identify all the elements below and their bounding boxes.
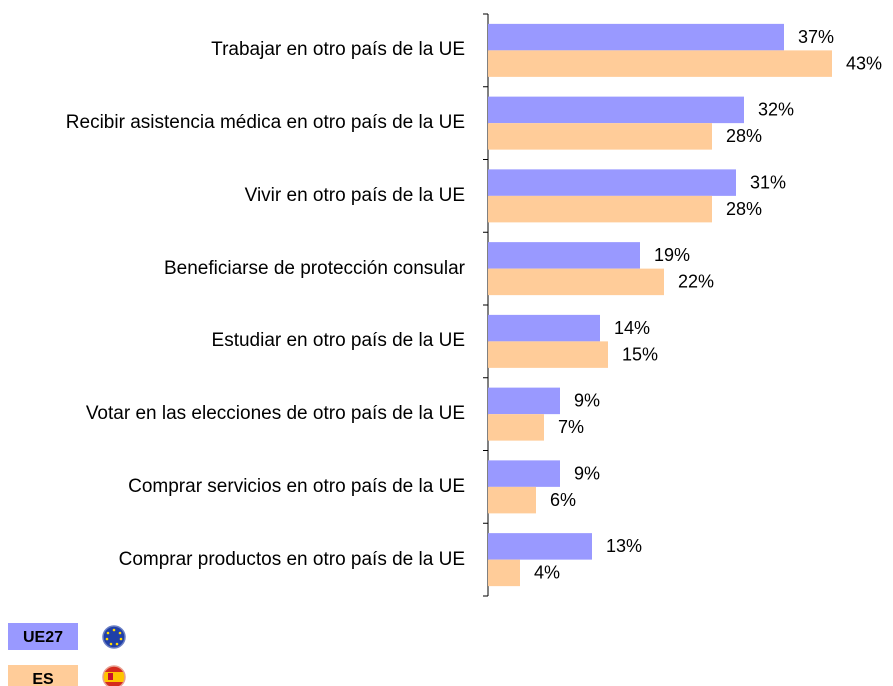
bar (488, 96, 744, 124)
value-label: 37% (798, 27, 834, 47)
bar (488, 314, 600, 342)
category-text: Vivir en otro país de la UE (244, 184, 465, 206)
bar (488, 268, 664, 296)
value-label: 6% (550, 490, 576, 510)
category-text: Comprar productos en otro país de la UE (118, 548, 465, 570)
category-text: Comprar servicios en otro país de la UE (128, 475, 465, 497)
value-label: 4% (534, 563, 560, 583)
value-label: 19% (654, 245, 690, 265)
bar (488, 559, 520, 587)
legend-label: ES (32, 671, 54, 686)
value-label: 28% (726, 199, 762, 219)
value-label: 13% (606, 536, 642, 556)
legend-es: ES (8, 665, 78, 686)
eu-flag-icon (102, 625, 126, 649)
bar (488, 460, 560, 487)
bar (488, 195, 712, 223)
category-label: Comprar productos en otro país de la UE (10, 547, 465, 573)
value-label: 15% (622, 344, 658, 364)
bar (488, 414, 544, 441)
bar (488, 533, 592, 560)
es-flag-icon (102, 665, 126, 686)
category-label: Vivir en otro país de la UE (10, 183, 465, 209)
bar (488, 486, 536, 514)
category-label: Votar en las elecciones de otro país de … (10, 401, 465, 427)
bar (488, 387, 560, 415)
category-text: Recibir asistencia médica en otro país d… (65, 112, 465, 134)
value-label: 14% (614, 318, 650, 338)
value-label: 28% (726, 126, 762, 146)
category-label: Trabajar en otro país de la UE (10, 37, 465, 63)
category-text: Votar en las elecciones de otro país de … (85, 403, 465, 425)
bar (488, 341, 608, 368)
value-label: 7% (558, 417, 584, 437)
value-label: 22% (678, 272, 714, 292)
category-text: Trabajar en otro país de la UE (211, 39, 465, 61)
category-text: Estudiar en otro país de la UE (211, 330, 465, 352)
legend-ue27: UE27 (8, 623, 78, 650)
category-label: Estudiar en otro país de la UE (10, 328, 465, 354)
bar (488, 242, 640, 269)
bar (488, 169, 736, 196)
bar (488, 50, 832, 77)
value-label: 9% (574, 391, 600, 411)
value-label: 32% (758, 100, 794, 120)
value-label: 43% (846, 53, 882, 73)
value-label: 31% (750, 172, 786, 192)
legend-label: UE27 (22, 629, 64, 646)
category-text: Beneficiarse de protección consular (163, 257, 465, 279)
value-label: 9% (574, 463, 600, 483)
category-label: Recibir asistencia médica en otro país d… (10, 110, 465, 136)
bar (488, 123, 712, 150)
category-label: Comprar servicios en otro país de la UE (10, 474, 465, 500)
bar (488, 23, 784, 51)
category-label: Beneficiarse de protección consular (10, 256, 465, 282)
